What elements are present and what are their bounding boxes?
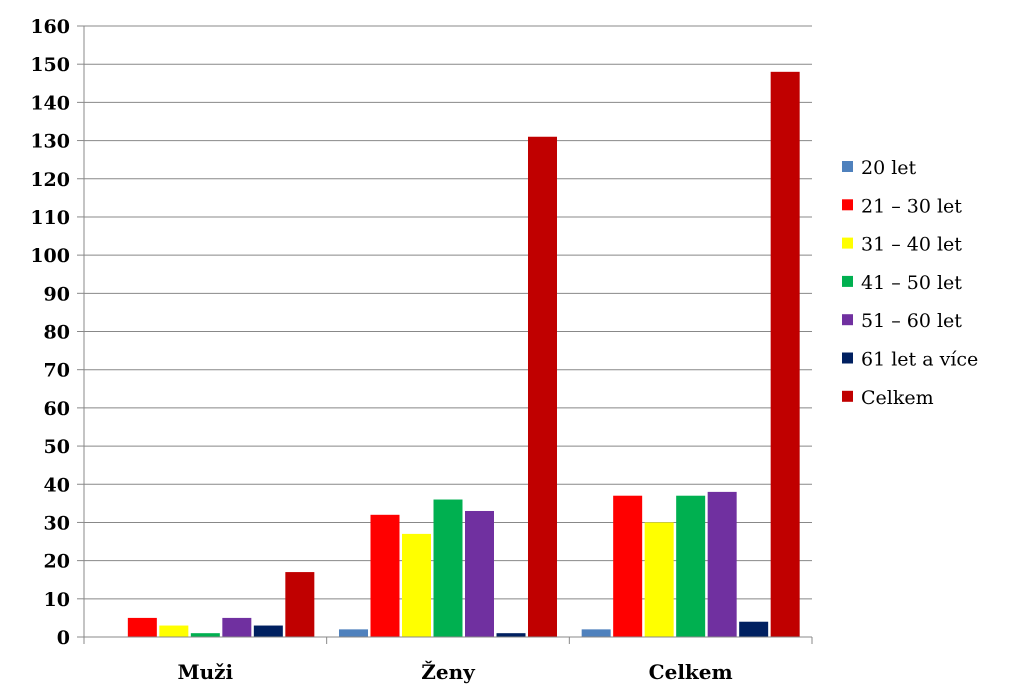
legend-swatch xyxy=(842,161,853,172)
legend-label: 31 – 40 let xyxy=(861,234,962,256)
legend-swatch xyxy=(842,275,853,287)
legend-swatch xyxy=(842,314,853,326)
y-tick-label: 60 xyxy=(44,398,70,420)
bar-celkem-6 xyxy=(770,71,800,637)
legend: 20 let 21 – 30 let 31 – 40 let 41 – 50 let 5… xyxy=(842,157,978,409)
bar-ženy-1 xyxy=(370,514,400,637)
legend-swatch xyxy=(842,390,853,402)
bar-ženy-0 xyxy=(339,629,368,637)
legend-swatch xyxy=(842,237,853,249)
x-category-label: Celkem xyxy=(649,660,733,684)
y-tick-label: 0 xyxy=(57,627,70,649)
bar-muži-5 xyxy=(253,625,283,637)
legend-label: 51 – 60 let xyxy=(861,310,962,332)
bar-celkem-1 xyxy=(613,495,643,637)
y-tick-label: 70 xyxy=(44,360,70,382)
bar-ženy-2 xyxy=(402,533,431,637)
bar-celkem-0 xyxy=(581,629,611,637)
legend-label: 21 – 30 let xyxy=(861,195,962,217)
y-axis-ticks: 0 10 20 30 40 50 60 70 80 90 100 110 120 130 140 150 160 xyxy=(30,16,84,649)
legend-label: 61 let a více xyxy=(861,349,978,371)
axes xyxy=(83,26,813,644)
bar-ženy-4 xyxy=(465,510,494,637)
bar-muži-6 xyxy=(285,572,315,637)
y-tick-label: 10 xyxy=(44,589,70,611)
y-tick-label: 50 xyxy=(44,436,70,458)
bar-muži-1 xyxy=(127,617,157,637)
bar-ženy-5 xyxy=(496,633,526,637)
y-tick-label: 160 xyxy=(30,16,70,38)
bar-celkem-5 xyxy=(739,621,769,637)
x-category-label: Ženy xyxy=(421,660,476,684)
y-tick-label: 80 xyxy=(44,322,70,344)
y-tick-label: 90 xyxy=(44,283,70,305)
x-category-label: Muži xyxy=(178,660,234,684)
y-tick-label: 30 xyxy=(44,512,70,534)
bar-celkem-2 xyxy=(644,522,674,637)
bar-muži-3 xyxy=(190,633,220,637)
y-tick-label: 100 xyxy=(30,245,70,267)
legend-label: 41 – 50 let xyxy=(861,272,962,294)
y-tick-label: 130 xyxy=(30,131,70,153)
y-tick-label: 40 xyxy=(44,474,70,496)
y-tick-label: 20 xyxy=(44,551,70,573)
y-tick-label: 120 xyxy=(30,169,70,191)
bar-ženy-3 xyxy=(433,499,463,637)
bar-celkem-3 xyxy=(676,495,706,637)
y-tick-label: 140 xyxy=(30,92,70,114)
bars xyxy=(127,71,800,637)
bar-ženy-6 xyxy=(528,136,557,637)
bar-celkem-4 xyxy=(707,491,737,637)
bar-muži-2 xyxy=(159,625,189,637)
legend-swatch xyxy=(842,199,853,211)
legend-label: Celkem xyxy=(861,387,934,409)
legend-label: 20 let xyxy=(861,157,917,179)
x-axis-labels: Muži Ženy Celkem xyxy=(178,660,733,684)
y-tick-label: 150 xyxy=(30,54,70,76)
bar-muži-4 xyxy=(222,617,252,637)
y-tick-label: 110 xyxy=(30,207,70,229)
gridlines xyxy=(84,25,812,600)
legend-swatch xyxy=(842,352,853,364)
